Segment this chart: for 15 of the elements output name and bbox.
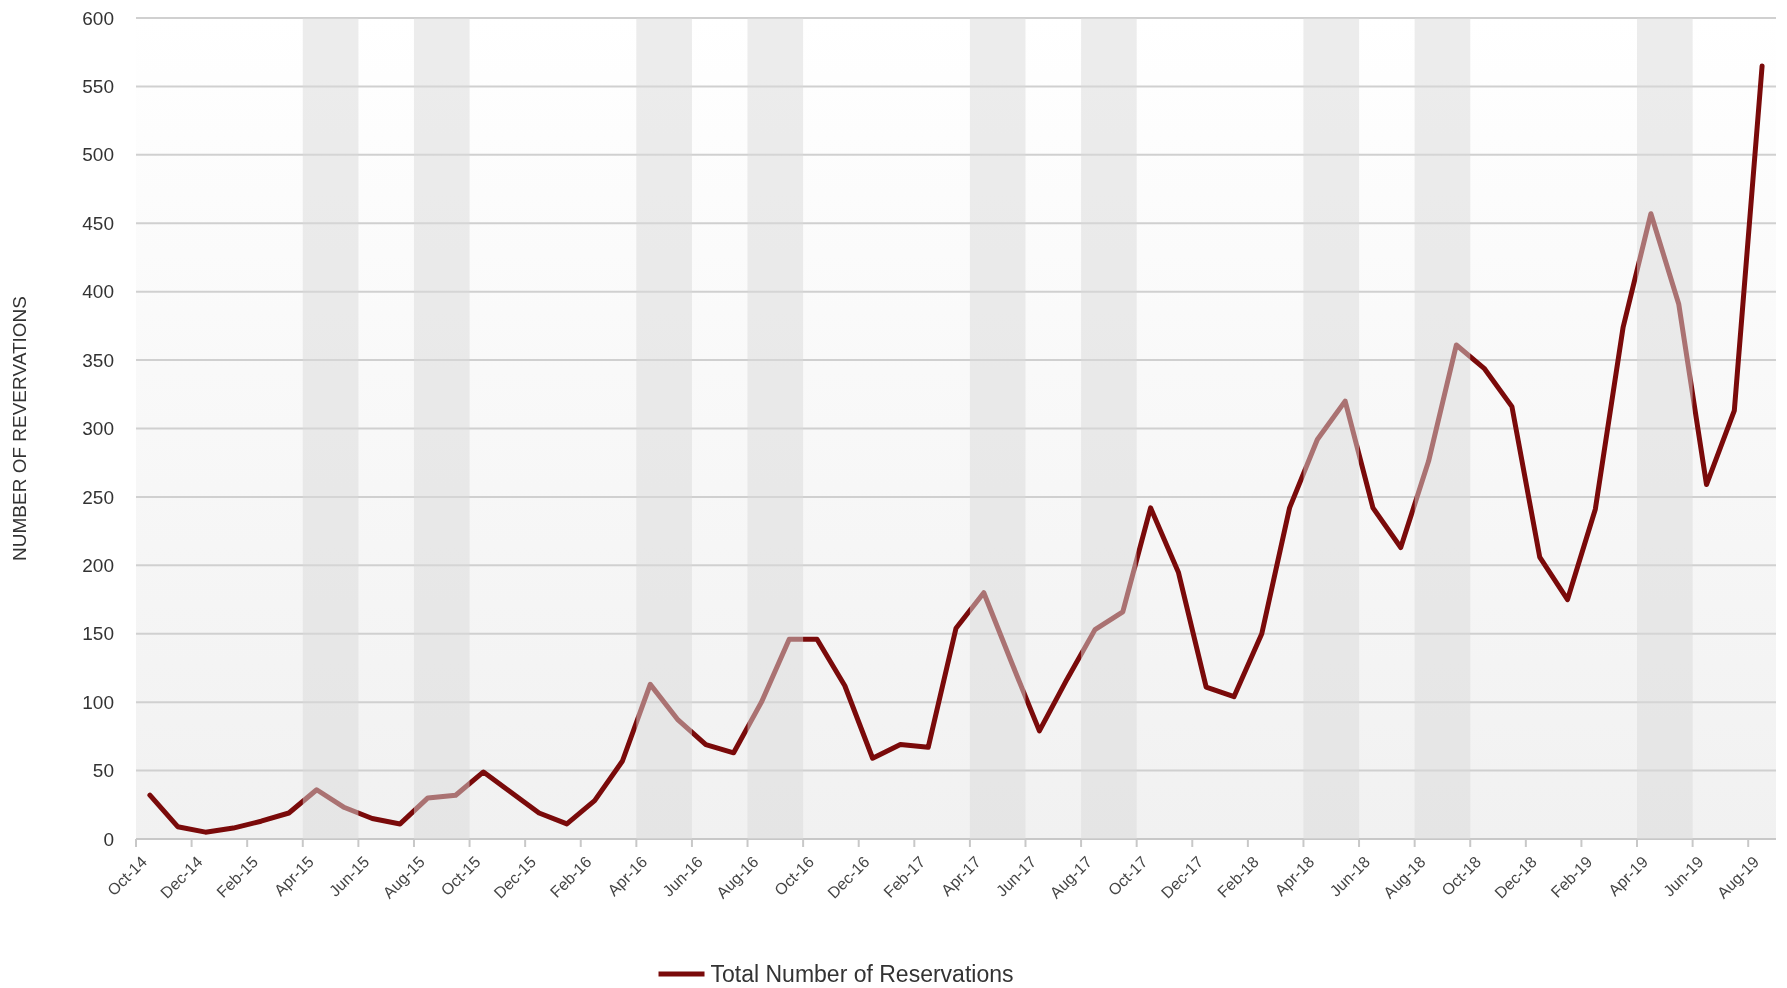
y-tick-label: 450: [82, 212, 114, 234]
y-tick-label: 250: [82, 486, 114, 508]
y-tick-label: 150: [82, 623, 114, 645]
y-tick-label: 100: [82, 691, 114, 713]
y-tick-label: 0: [103, 828, 114, 850]
y-tick-label: 350: [82, 349, 114, 371]
y-tick-label: 200: [82, 554, 114, 576]
y-axis-title: NUMBER OF REVERVATIONS: [9, 296, 30, 561]
y-tick-label: 400: [82, 281, 114, 303]
y-tick-label: 600: [82, 7, 114, 29]
y-tick-label: 550: [82, 76, 114, 97]
legend-label: Total Number of Reservations: [710, 961, 1014, 988]
y-tick-label: 500: [82, 144, 114, 166]
y-tick-label: 300: [82, 418, 114, 440]
y-tick-label: 50: [92, 760, 114, 782]
